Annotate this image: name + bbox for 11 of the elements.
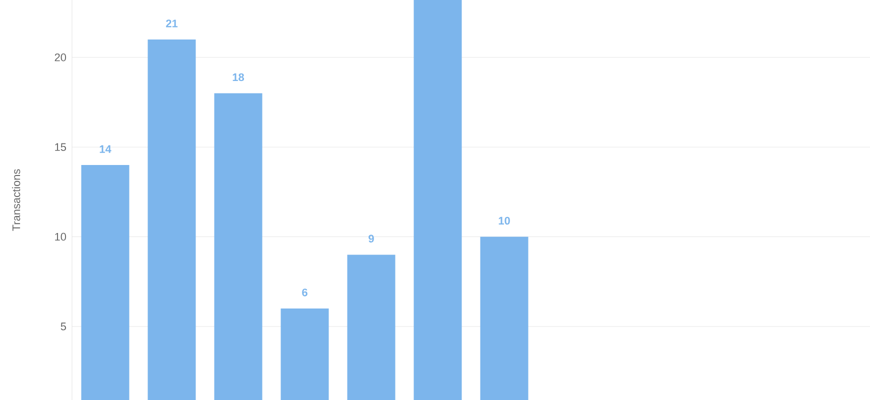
y-axis-title: Transactions <box>12 169 20 231</box>
data-label: 6 <box>302 288 308 296</box>
data-label: 10 <box>498 216 510 225</box>
data-label: 21 <box>166 20 178 28</box>
data-label: 14 <box>100 145 112 153</box>
y-tick-label: 20 <box>54 54 66 62</box>
y-tick-label: 10 <box>55 232 66 241</box>
data-label: 9 <box>368 234 374 243</box>
data-label: 18 <box>232 73 244 82</box>
y-tick-label: 15 <box>55 143 66 151</box>
y-tick-label: 5 <box>60 322 66 330</box>
